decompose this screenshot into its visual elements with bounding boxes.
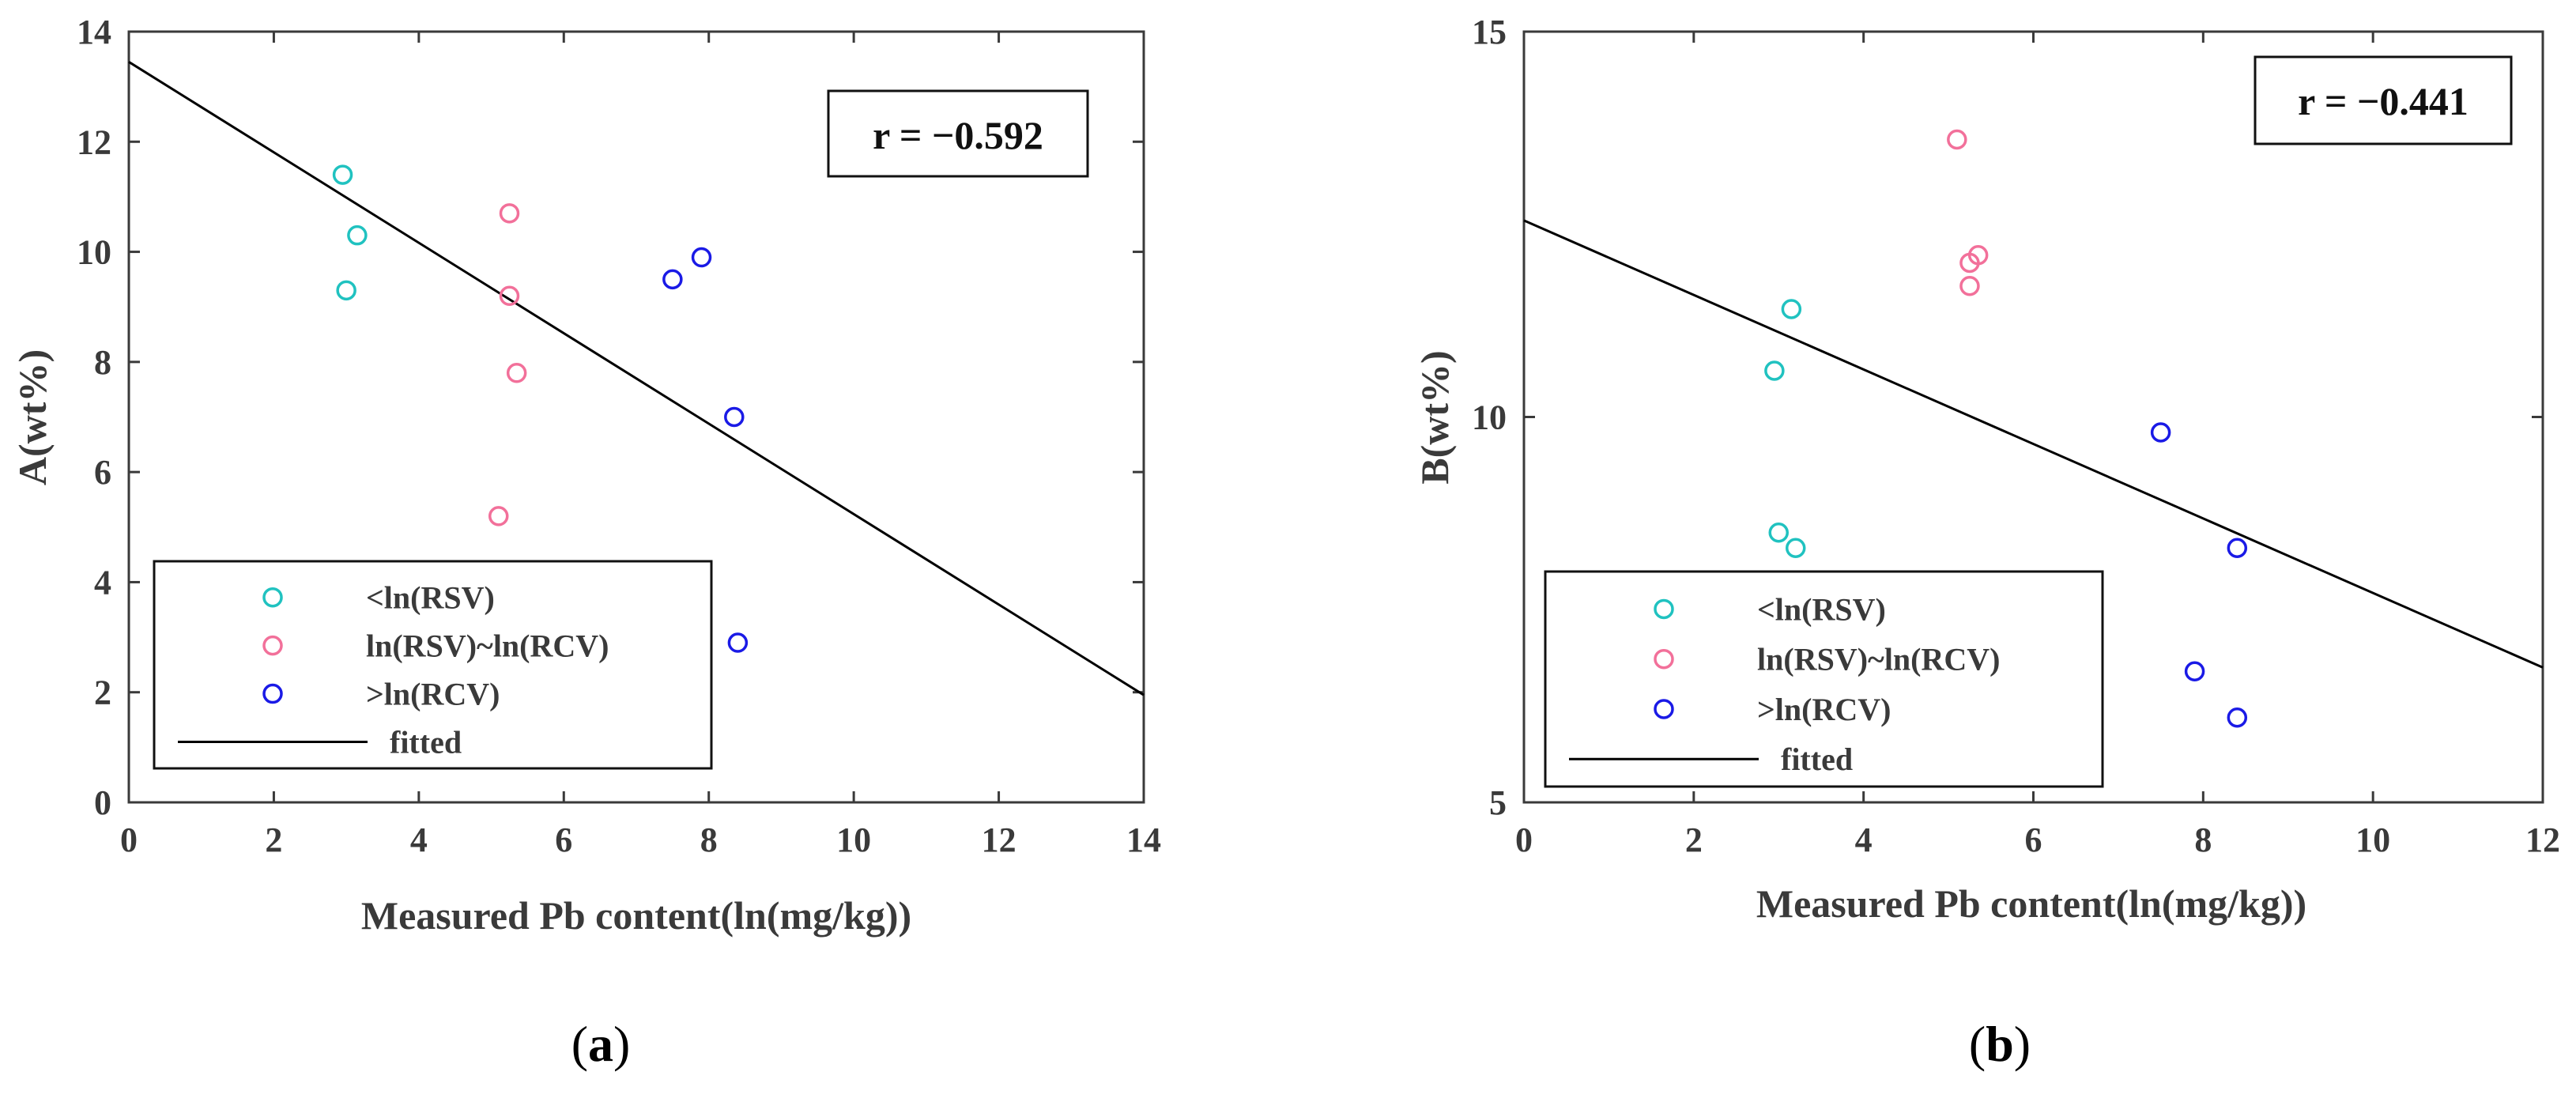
x-tick-label: 6	[2025, 821, 2042, 859]
data-point-gt_rcv	[691, 247, 712, 268]
x-tick-label: 8	[2194, 821, 2212, 859]
correlation-box	[827, 89, 1089, 178]
legend-marker-lt_rsv	[1654, 598, 1674, 620]
correlation-value: r = −0.592	[873, 113, 1043, 157]
data-point-gt_rcv	[2227, 707, 2248, 728]
x-tick-label: 2	[1685, 821, 1703, 859]
chart-panel-b: 0 2 4 6 8 10 12 5 10 15 Measured Pb content(ln(mg/…	[1412, 13, 2560, 1072]
data-point-mid	[1947, 129, 1967, 150]
y-tick-label: 2	[94, 674, 111, 712]
caption-letter: b	[1986, 1016, 2014, 1072]
data-point-mid	[499, 203, 520, 224]
data-point-lt_rsv	[1768, 523, 1789, 543]
data-point-lt_rsv	[336, 280, 356, 301]
legend-marker-mid	[262, 635, 283, 656]
caption-close: )	[2014, 1016, 2031, 1072]
caption-open: (	[571, 1016, 588, 1072]
y-tick-label: 14	[77, 13, 111, 51]
data-point-gt_rcv	[724, 406, 745, 428]
data-point-gt_rcv	[662, 269, 683, 290]
x-tick-label: 4	[1855, 821, 1873, 859]
x-tick-label: 8	[700, 821, 718, 859]
x-axis-label: Measured Pb content(ln(mg/kg))	[1756, 881, 2306, 926]
legend-label-fit: fitted	[1781, 741, 1853, 777]
legend-label-gt_rcv: >ln(RCV)	[1757, 692, 1891, 727]
data-point-mid	[1959, 252, 1980, 274]
x-axis-label: Measured Pb content(ln(mg/kg))	[361, 893, 911, 938]
legend-marker-mid	[1654, 648, 1674, 670]
x-tick-label: 6	[555, 821, 572, 859]
data-point-mid	[506, 363, 527, 383]
legend-box	[1544, 570, 2104, 788]
data-point-gt_rcv	[2150, 422, 2171, 443]
y-axis-label: B(wt%)	[1412, 350, 1457, 484]
panel-caption: (a)	[571, 1016, 631, 1072]
legend-box	[153, 560, 713, 770]
caption-letter: a	[588, 1016, 613, 1072]
x-tick-label: 10	[2355, 821, 2390, 859]
legend-marker-gt_rcv	[262, 683, 283, 704]
y-tick-label: 10	[77, 233, 111, 272]
y-tick-label: 8	[94, 343, 111, 382]
x-tick-label: 4	[410, 821, 428, 859]
y-tick-label: 12	[77, 123, 111, 161]
y-tick-label: 4	[94, 563, 111, 602]
data-point-lt_rsv	[347, 225, 368, 246]
data-point-lt_rsv	[1785, 538, 1806, 558]
data-point-mid	[499, 285, 520, 307]
chart-panel-a: 0 2 4 6 8 10 12 14 0 2 4 6 8 10 12 14 Measured Pb conten…	[10, 13, 1161, 1072]
caption-open: (	[1969, 1016, 1986, 1072]
y-tick-label: 6	[94, 453, 111, 492]
legend-label-lt_rsv: <ln(RSV)	[366, 580, 495, 616]
legend-label-lt_rsv: <ln(RSV)	[1757, 591, 1886, 627]
x-tick-label: 12	[2525, 821, 2560, 859]
x-tick-label: 12	[982, 821, 1016, 859]
data-point-gt_rcv	[727, 632, 749, 653]
data-point-gt_rcv	[2227, 538, 2248, 558]
y-tick-label: 5	[1489, 783, 1507, 822]
data-point-lt_rsv	[332, 164, 353, 185]
panel-caption: (b)	[1969, 1016, 2031, 1072]
y-tick-label: 15	[1472, 13, 1507, 51]
y-tick-label: 10	[1472, 398, 1507, 437]
plot-frame	[127, 30, 1145, 804]
data-point-lt_rsv	[1764, 360, 1785, 381]
legend-label-fit: fitted	[390, 724, 462, 760]
x-tick-label: 0	[1515, 821, 1533, 859]
fitted-line	[128, 61, 1145, 696]
x-tick-label: 2	[265, 821, 282, 859]
x-tick-label: 14	[1126, 821, 1161, 859]
x-tick-label: 0	[120, 821, 138, 859]
legend-marker-gt_rcv	[1654, 699, 1674, 719]
x-tick-label: 10	[836, 821, 871, 859]
fitted-line	[1523, 219, 2544, 669]
data-point-lt_rsv	[1781, 299, 1802, 319]
data-point-mid	[1959, 276, 1980, 296]
data-point-mid	[488, 506, 509, 526]
correlation-value: r = −0.441	[2298, 79, 2469, 123]
y-axis-label: A(wt%)	[10, 349, 55, 485]
y-tick-label: 0	[94, 783, 111, 822]
legend-label-mid: ln(RSV)~ln(RCV)	[1757, 642, 2000, 677]
legend-label-gt_rcv: >ln(RCV)	[366, 677, 500, 712]
data-point-gt_rcv	[2184, 661, 2205, 681]
legend-marker-lt_rsv	[262, 587, 283, 608]
correlation-box	[2254, 55, 2513, 145]
caption-close: )	[613, 1016, 630, 1072]
legend-label-mid: ln(RSV)~ln(RCV)	[366, 628, 609, 664]
